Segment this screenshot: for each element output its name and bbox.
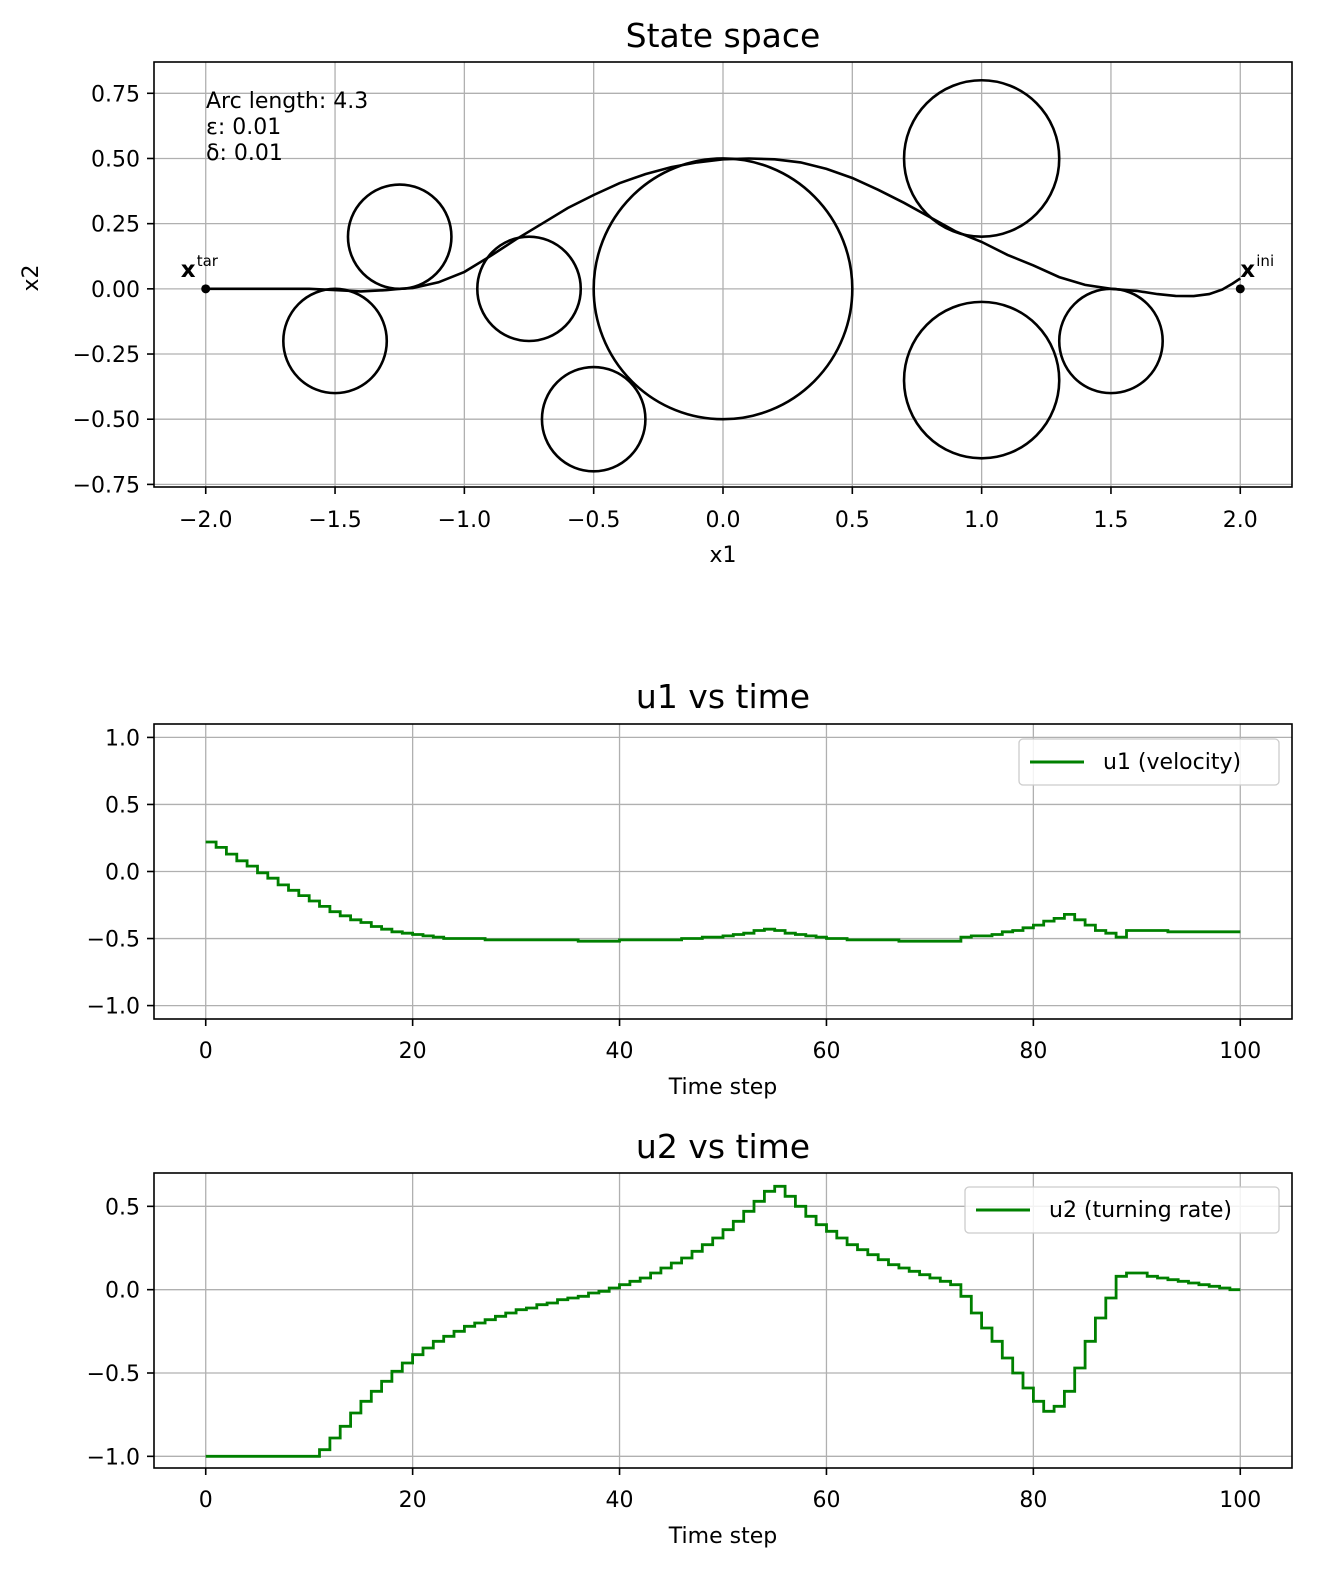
x-tick-label: 20 <box>399 1488 427 1513</box>
x-tick-label: 100 <box>1219 1488 1261 1513</box>
trajectory-path <box>205 157 1242 298</box>
state-space-x-ticks: −2.0 −1.5 −1.0 −0.5 0.0 0.5 1.0 1.5 2.0 <box>179 487 1258 533</box>
u2-x-ticks: 0 20 40 60 80 100 <box>199 1468 1261 1513</box>
x-tick-label: 0.5 <box>835 508 870 533</box>
x-tick-label: 2.0 <box>1223 508 1258 533</box>
u2-xlabel: Time step <box>668 1524 777 1549</box>
u1-legend: u1 (velocity) <box>1018 738 1280 786</box>
endpoint-label-sup: ini <box>1256 252 1274 270</box>
x-tick-label: 0 <box>199 1039 213 1064</box>
x-tick-label: 1.5 <box>1093 508 1128 533</box>
state-space-xlabel: x1 <box>709 543 736 568</box>
u2-y-ticks: 0.5 0.0 −0.5 −1.0 <box>87 1195 154 1470</box>
x-tick-label: −0.5 <box>567 508 620 533</box>
y-tick-label: −1.0 <box>87 995 140 1020</box>
x-tick-label: 0 <box>199 1488 213 1513</box>
y-tick-label: −0.25 <box>73 343 140 368</box>
u2-legend-label: u2 (turning rate) <box>1049 1198 1232 1223</box>
obstacle-circle <box>902 300 1061 460</box>
x-tick-label: −2.0 <box>179 508 232 533</box>
y-tick-label: 0.50 <box>91 147 140 172</box>
y-tick-label: 1.0 <box>105 726 140 751</box>
u2-plot: u2 vs time 0 20 40 60 80 100 0.5 0.0 −0.5 −1.0 T… <box>87 1127 1293 1549</box>
u2-legend: u2 (turning rate) <box>964 1186 1280 1234</box>
endpoint-label: x <box>181 257 196 283</box>
y-tick-label: −0.75 <box>73 473 140 498</box>
x-tick-label: 20 <box>399 1039 427 1064</box>
endpoint-label: x <box>1240 257 1255 283</box>
u1-series-line <box>205 840 1241 943</box>
x-tick-label: 60 <box>812 1039 840 1064</box>
arc-length-text: Arc length: 4.3 <box>206 89 368 114</box>
u1-legend-box <box>1018 738 1280 786</box>
y-tick-label: 0.25 <box>91 213 140 238</box>
obstacle-circle <box>475 235 583 343</box>
u2-series-line <box>205 1184 1241 1458</box>
obstacles <box>282 78 1164 473</box>
obstacle-circle <box>902 78 1061 238</box>
u1-y-ticks: 1.0 0.5 0.0 −0.5 −1.0 <box>87 726 154 1020</box>
y-tick-label: −0.50 <box>73 408 140 433</box>
u1-title: u1 vs time <box>636 677 810 716</box>
x-tick-label: −1.5 <box>308 508 361 533</box>
u1-xlabel: Time step <box>668 1075 777 1100</box>
u2-grid <box>154 1173 1292 1468</box>
x-tick-label: 80 <box>1019 1488 1047 1513</box>
y-tick-label: 0.0 <box>105 861 140 886</box>
info-annotation: Arc length: 4.3 ε: 0.01 δ: 0.01 <box>206 89 368 166</box>
endpoint-marker <box>201 284 211 294</box>
endpoints: x tar x ini <box>181 252 1274 294</box>
x-tick-label: 40 <box>606 1488 634 1513</box>
u2-title: u2 vs time <box>636 1127 810 1166</box>
y-tick-label: 0.0 <box>105 1279 140 1304</box>
epsilon-text: ε: 0.01 <box>206 115 281 140</box>
x-tick-label: 60 <box>812 1488 840 1513</box>
state-space-y-ticks: 0.75 0.50 0.25 0.00 −0.25 −0.50 −0.75 <box>73 82 154 498</box>
y-tick-label: −0.5 <box>87 1362 140 1387</box>
x-tick-label: −1.0 <box>438 508 491 533</box>
x-tick-label: 80 <box>1019 1039 1047 1064</box>
u1-x-ticks: 0 20 40 60 80 100 <box>199 1019 1261 1064</box>
u2-legend-box <box>964 1186 1280 1234</box>
u1-legend-label: u1 (velocity) <box>1103 750 1241 775</box>
state-space-title: State space <box>626 16 821 55</box>
endpoint-label-sup: tar <box>197 252 219 270</box>
state-space-ylabel: x2 <box>19 264 44 291</box>
y-tick-label: 0.5 <box>105 1195 140 1220</box>
y-tick-label: 0.5 <box>105 793 140 818</box>
y-tick-label: −1.0 <box>87 1445 140 1470</box>
x-tick-label: 40 <box>606 1039 634 1064</box>
x-tick-label: 1.0 <box>964 508 999 533</box>
delta-text: δ: 0.01 <box>206 141 283 166</box>
state-space-plot: State space x tar x ini −2.0 −1.5 −1.0 −0.5 0.0… <box>19 16 1293 568</box>
u1-plot: u1 vs time 0 20 40 60 80 100 1.0 0.5 0.0 −0.5 −1.… <box>87 677 1293 1100</box>
obstacle-circle <box>540 365 647 473</box>
y-tick-label: 0.75 <box>91 82 140 107</box>
y-tick-label: −0.5 <box>87 928 140 953</box>
x-tick-label: 100 <box>1219 1039 1261 1064</box>
u2-frame <box>153 1172 1293 1469</box>
y-tick-label: 0.00 <box>91 278 140 303</box>
endpoint-marker <box>1235 284 1245 294</box>
x-tick-label: 0.0 <box>706 508 741 533</box>
